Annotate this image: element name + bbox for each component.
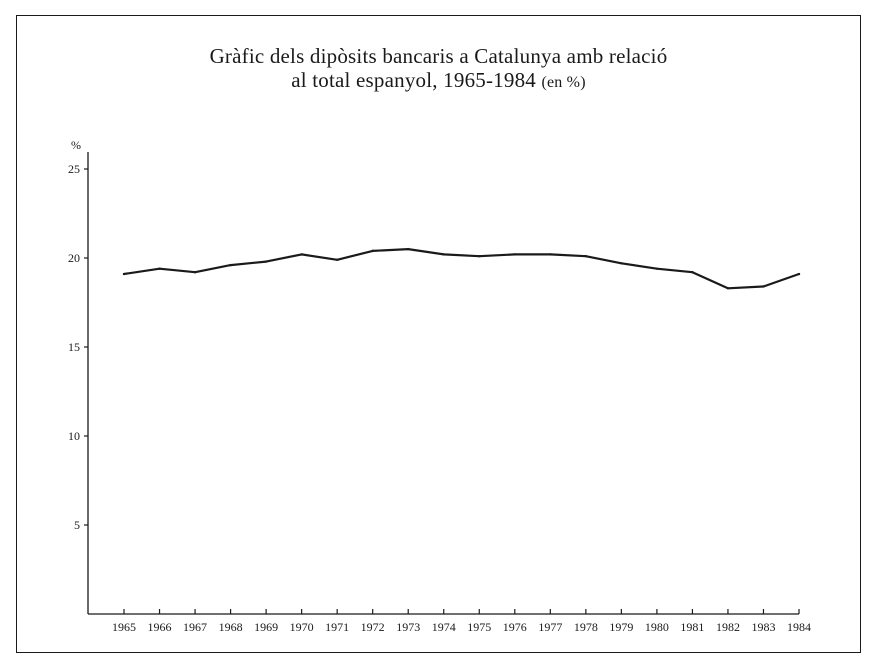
data-point (620, 262, 623, 265)
y-tick-label: 20 (68, 251, 80, 265)
x-tick-label: 1984 (787, 620, 811, 634)
axes: % (71, 138, 799, 615)
y-tick-label: 25 (68, 162, 80, 176)
x-tick-label: 1972 (361, 620, 385, 634)
x-tick-label: 1977 (538, 620, 562, 634)
data-point (122, 272, 126, 276)
y-tick-label: 5 (74, 518, 80, 532)
data-point (797, 272, 801, 276)
x-axis-ticks: 1965 1966 1967 1968 1969 1970 1971 1972 1973 1974… (112, 609, 811, 634)
y-axis-ticks: 5 10 15 20 25 (68, 162, 88, 532)
plot-area (122, 247, 801, 290)
chart-title: Gràfic dels dipòsits bancaris a Cataluny… (0, 44, 877, 95)
data-point (335, 258, 339, 261)
y-tick-label: 10 (68, 429, 80, 443)
data-point (407, 247, 410, 251)
data-point (158, 267, 161, 270)
x-tick-label: 1979 (609, 620, 633, 634)
x-tick-label: 1983 (751, 620, 775, 634)
chart-title-line-1: Gràfic dels dipòsits bancaris a Cataluny… (209, 44, 668, 68)
x-tick-label: 1978 (574, 620, 598, 634)
data-point (655, 267, 659, 270)
x-tick-label: 1969 (254, 620, 278, 634)
data-point (513, 253, 516, 256)
y-tick-label: 15 (68, 340, 80, 354)
x-tick-label: 1970 (290, 620, 314, 634)
data-point (549, 253, 552, 256)
x-tick-label: 1967 (183, 620, 207, 634)
chart-title-line-2: al total espanyol, 1965-1984 (291, 68, 536, 92)
data-point (478, 255, 481, 258)
series-line (122, 248, 801, 290)
figure-frame (16, 15, 861, 653)
x-tick-label: 1980 (645, 620, 669, 634)
x-tick-label: 1975 (467, 620, 491, 634)
x-tick-label: 1966 (148, 620, 172, 634)
data-point (300, 253, 303, 256)
x-tick-label: 1965 (112, 620, 136, 634)
y-axis-label: % (71, 138, 81, 152)
data-point (371, 249, 374, 253)
x-tick-label: 1981 (680, 620, 704, 634)
data-point (193, 271, 197, 274)
chart-title-unit: (en %) (541, 74, 586, 91)
data-point (584, 255, 588, 258)
x-tick-label: 1982 (716, 620, 740, 634)
x-tick-label: 1973 (396, 620, 420, 634)
x-tick-label: 1976 (503, 620, 527, 634)
data-point (762, 285, 765, 288)
x-tick-label: 1974 (432, 620, 456, 634)
data-point (229, 263, 232, 267)
data-point (691, 271, 694, 274)
data-point (264, 260, 268, 263)
data-point (442, 253, 445, 256)
data-point (726, 287, 730, 290)
x-tick-label: 1971 (325, 620, 349, 634)
x-tick-label: 1968 (219, 620, 243, 634)
